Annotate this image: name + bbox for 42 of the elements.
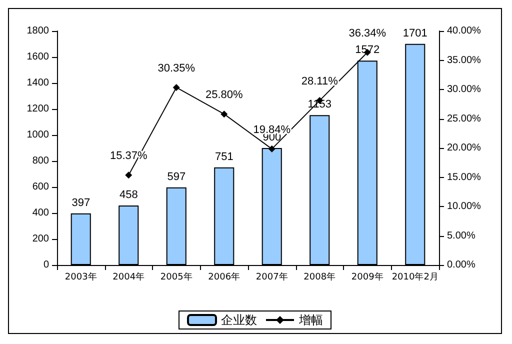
data-label: 751 xyxy=(214,150,234,163)
y2-tick-label: 5.00% xyxy=(447,230,476,242)
data-label: 397 xyxy=(72,196,90,209)
x-tick-label: 2009年 xyxy=(351,272,384,282)
legend-label: 增幅 xyxy=(298,313,323,327)
y2-tick-label: 15.00% xyxy=(447,172,482,183)
data-label: 1701 xyxy=(402,27,428,40)
x-tick-label: 2004年 xyxy=(112,272,145,282)
y2-tick-label: 35.00% xyxy=(447,54,482,66)
data-label: 36.34% xyxy=(348,27,386,40)
data-label: 25.80% xyxy=(205,89,243,102)
y-tick-label: 1800 xyxy=(26,26,50,36)
data-label: 458 xyxy=(119,188,138,201)
legend-label: 企业数 xyxy=(221,313,257,327)
x-tick-label: 2006年 xyxy=(208,272,240,282)
y-tick-label: 0 xyxy=(43,260,50,270)
data-label: 597 xyxy=(167,170,186,183)
y-tick-label: 600 xyxy=(32,182,50,192)
point xyxy=(220,110,228,118)
y-tick-label: 200 xyxy=(32,234,50,244)
y-tick-label: 1200 xyxy=(26,104,50,114)
y2-tick-label: 30.00% xyxy=(447,84,482,95)
point xyxy=(172,84,180,91)
x-tick-label: 2005年 xyxy=(160,272,192,282)
x-tick-label: 2008年 xyxy=(304,272,336,282)
data-label: 30.35% xyxy=(158,62,196,74)
point xyxy=(125,172,132,179)
y-tick-label: 1000 xyxy=(26,130,50,140)
y2-tick-label: 20.00% xyxy=(447,142,482,154)
y-tick-label: 400 xyxy=(32,208,50,218)
y2-tick-label: 0.00% xyxy=(447,260,476,270)
x-tick-label: 2003年 xyxy=(64,272,97,282)
y-tick-label: 1400 xyxy=(26,78,50,88)
y2-tick-label: 10.00% xyxy=(447,201,482,212)
data-label: 28.11% xyxy=(301,76,338,88)
point xyxy=(268,145,276,152)
x-tick-label: 2010年2月 xyxy=(392,272,438,282)
y-tick-label: 1600 xyxy=(26,52,50,62)
x-tick-label: 2007年 xyxy=(256,272,288,282)
y2-tick-label: 25.00% xyxy=(447,113,482,124)
y2-tick-label: 40.00% xyxy=(447,26,482,36)
y-tick-label: 800 xyxy=(32,156,50,166)
